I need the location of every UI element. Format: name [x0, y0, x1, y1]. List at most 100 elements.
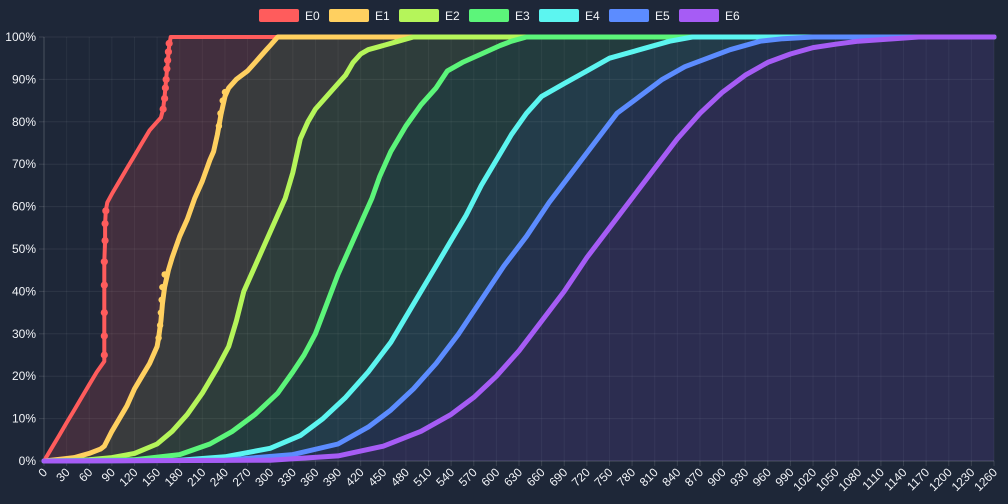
x-tick-label: 360: [297, 465, 321, 489]
point-e1[interactable]: [215, 122, 223, 130]
point-e1[interactable]: [156, 322, 164, 329]
x-tick-label: 540: [433, 465, 457, 489]
x-tick-label: 750: [592, 465, 616, 489]
x-tick-label: 780: [614, 465, 638, 489]
x-tick-label: 600: [478, 465, 502, 489]
x-tick-label: 870: [682, 465, 706, 489]
x-tick-label: 510: [411, 465, 435, 489]
legend-swatch: [399, 9, 439, 22]
x-tick-label: 270: [230, 465, 254, 489]
legend-item-e2[interactable]: E2: [399, 9, 460, 23]
legend-swatch: [539, 9, 579, 22]
x-tick-label: 120: [117, 465, 141, 489]
x-tick-label: 420: [343, 465, 367, 489]
point-e1[interactable]: [161, 271, 168, 278]
legend-label: E4: [585, 9, 600, 23]
line-e5[interactable]: [41, 34, 997, 464]
legend-label: E0: [305, 9, 320, 23]
legend-swatch: [679, 9, 719, 22]
line-e2[interactable]: [41, 34, 997, 464]
y-tick-label: 20%: [12, 369, 36, 383]
point-e0[interactable]: [165, 39, 173, 47]
legend-item-e4[interactable]: E4: [539, 9, 600, 23]
area-e1: [44, 37, 994, 461]
x-tick-label: 1140: [881, 465, 909, 493]
x-tick-label: 450: [365, 465, 389, 489]
y-tick-label: 60%: [12, 200, 36, 214]
line-e6[interactable]: [41, 34, 997, 464]
point-e0[interactable]: [100, 351, 108, 359]
point-e0[interactable]: [100, 309, 108, 317]
line-e4[interactable]: [41, 34, 997, 464]
legend-swatch: [609, 9, 649, 22]
point-e1[interactable]: [157, 309, 165, 316]
point-e0[interactable]: [164, 48, 173, 56]
legend-label: E6: [725, 9, 740, 23]
x-tick-label: 900: [705, 465, 729, 489]
x-axis: 0 30 60 90120150180210240270300330360390420…: [35, 465, 1000, 494]
x-tick-label: 1170: [904, 465, 932, 493]
x-tick-label: 1230: [949, 465, 978, 494]
x-tick-label: 720: [569, 465, 593, 489]
x-tick-label: 1080: [836, 465, 865, 494]
x-tick-label: 330: [275, 465, 299, 489]
x-tick-label: 240: [207, 465, 231, 489]
legend-label: E3: [515, 9, 530, 23]
y-tick-label: 70%: [12, 157, 36, 171]
grid: [39, 36, 995, 466]
point-e1[interactable]: [219, 97, 226, 104]
x-tick-label: 210: [184, 465, 208, 489]
point-e1[interactable]: [221, 88, 229, 96]
area-e2: [44, 37, 994, 461]
x-tick-label: 0: [35, 465, 50, 480]
point-e0[interactable]: [102, 207, 110, 215]
point-e0[interactable]: [161, 84, 169, 92]
x-tick-label: 30: [53, 465, 73, 485]
point-e0[interactable]: [101, 236, 109, 245]
point-e1[interactable]: [155, 334, 162, 342]
y-tick-label: 30%: [12, 327, 36, 341]
x-tick-label: 1200: [926, 465, 955, 494]
line-e3[interactable]: [41, 34, 997, 464]
legend-label: E2: [445, 9, 460, 23]
point-e0[interactable]: [161, 94, 169, 103]
x-tick-label: 570: [456, 465, 480, 489]
point-e1[interactable]: [217, 110, 224, 117]
point-e1[interactable]: [159, 283, 166, 291]
legend-item-e6[interactable]: E6: [679, 9, 740, 23]
series-lines: [41, 34, 997, 464]
x-tick-label: 180: [162, 465, 186, 489]
x-tick-label: 1050: [813, 465, 842, 494]
x-tick-label: 480: [388, 465, 412, 489]
point-e0[interactable]: [100, 281, 108, 289]
x-tick-label: 960: [750, 465, 774, 489]
legend-item-e1[interactable]: E1: [329, 9, 390, 23]
x-tick-label: 1260: [971, 465, 1000, 494]
point-e1[interactable]: [158, 296, 165, 304]
legend: E0 E1 E2 E3 E4 E5 E6: [259, 9, 740, 23]
x-tick-label: 660: [524, 465, 548, 489]
point-e0[interactable]: [162, 75, 170, 83]
point-e0[interactable]: [163, 65, 171, 73]
point-e0[interactable]: [101, 219, 109, 228]
point-e0[interactable]: [159, 105, 167, 113]
x-tick-label: 630: [501, 465, 525, 489]
line-e1[interactable]: [41, 34, 997, 464]
legend-swatch: [469, 9, 509, 22]
y-tick-label: 80%: [12, 115, 36, 129]
x-tick-label: 1110: [860, 465, 888, 493]
point-e0[interactable]: [100, 332, 108, 340]
y-tick-label: 0%: [19, 454, 37, 468]
legend-item-e3[interactable]: E3: [469, 9, 530, 23]
x-tick-label: 930: [727, 465, 751, 489]
point-e0[interactable]: [100, 258, 108, 266]
legend-item-e0[interactable]: E0: [259, 9, 320, 23]
y-tick-label: 90%: [12, 72, 36, 86]
x-tick-label: 1020: [790, 465, 819, 494]
x-tick-label: 90: [99, 465, 119, 485]
legend-item-e5[interactable]: E5: [609, 9, 670, 23]
x-tick-label: 150: [139, 465, 163, 489]
point-e0[interactable]: [164, 56, 172, 64]
